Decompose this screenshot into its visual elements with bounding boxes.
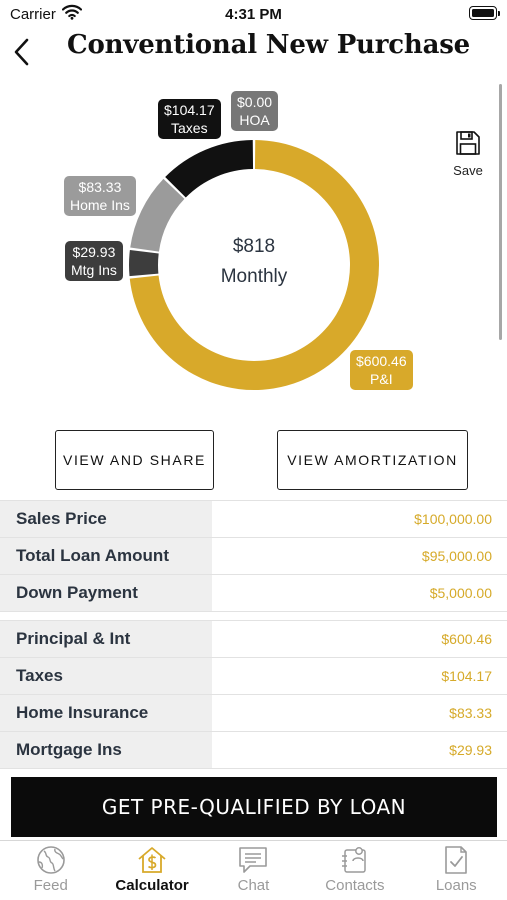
clock: 4:31 PM [225, 6, 282, 23]
row-label: Taxes [0, 658, 212, 694]
tab-contacts[interactable]: Contacts [304, 841, 405, 900]
tab-loans[interactable]: Loans [406, 841, 507, 900]
callout-amount: $83.33 [78, 179, 122, 195]
row-value: $104.17 [441, 668, 492, 684]
row-value: $95,000.00 [421, 548, 492, 564]
payment-summary-table: Principal & Int $600.46 Taxes $104.17 Ho… [0, 620, 507, 769]
tab-label: Calculator [115, 877, 189, 894]
callout-amount: $0.00 [237, 94, 273, 110]
floppy-disk-icon [456, 131, 480, 155]
taxes-callout: $104.17 Taxes [158, 99, 221, 139]
row-label: Mortgage Ins [0, 732, 212, 768]
tab-bar: Feed Calculator Chat Contacts [0, 840, 507, 900]
row-label: Principal & Int [0, 621, 212, 657]
battery-icon [469, 6, 500, 20]
row-value: $83.33 [449, 705, 492, 721]
tab-label: Chat [237, 877, 270, 894]
wifi-icon [61, 4, 83, 25]
table-row: Sales Price $100,000.00 [0, 501, 507, 538]
contacts-icon [341, 847, 366, 873]
row-label: Down Payment [0, 575, 212, 611]
tab-calculator[interactable]: Calculator [101, 841, 202, 900]
table-row: Total Loan Amount $95,000.00 [0, 538, 507, 575]
tab-feed[interactable]: Feed [0, 841, 101, 900]
view-amortization-button[interactable]: VIEW AMORTIZATION [277, 430, 468, 490]
row-value: $5,000.00 [429, 585, 492, 601]
mtg-ins-callout: $29.93 Mtg Ins [65, 241, 123, 281]
row-label: Total Loan Amount [0, 538, 212, 574]
hoa-callout: $0.00 HOA [231, 91, 279, 131]
house-dollar-icon [138, 847, 166, 873]
callout-name: Taxes [171, 120, 208, 136]
callout-name: Mtg Ins [71, 262, 117, 278]
table-row: Principal & Int $600.46 [0, 621, 507, 658]
chevron-left-icon [14, 38, 29, 66]
callout-name: Home Ins [70, 197, 130, 213]
page-title: Conventional New Purchase [66, 30, 471, 60]
callout-amount: $600.46 [356, 353, 407, 369]
row-value: $29.93 [449, 742, 492, 758]
globe-icon [36, 846, 65, 874]
center-amount: $818 [233, 236, 275, 257]
tab-label: Loans [435, 877, 477, 894]
view-and-share-button[interactable]: VIEW AND SHARE [55, 430, 214, 490]
donut-slice-mtg-ins [129, 249, 159, 277]
tab-chat[interactable]: Chat [203, 841, 304, 900]
tab-label: Feed [33, 877, 68, 894]
status-bar: Carrier 4:31 PM [0, 0, 507, 30]
row-label: Home Insurance [0, 695, 212, 731]
save-label: Save [453, 163, 483, 178]
table-row: Down Payment $5,000.00 [0, 575, 507, 612]
save-button[interactable]: Save [446, 130, 490, 182]
scroll-indicator[interactable] [499, 84, 502, 340]
table-row: Taxes $104.17 [0, 658, 507, 695]
row-value: $600.46 [441, 631, 492, 647]
callout-name: P&I [370, 371, 393, 387]
donut-slice-home-ins [130, 178, 185, 252]
loan-summary-table: Sales Price $100,000.00 Total Loan Amoun… [0, 500, 507, 612]
carrier-label: Carrier [10, 6, 56, 23]
donut-slice-taxes [165, 140, 254, 198]
back-button[interactable] [8, 34, 38, 70]
document-check-icon [445, 846, 468, 874]
pi-callout: $600.46 P&I [350, 350, 413, 390]
center-caption: Monthly [221, 266, 288, 287]
row-label: Sales Price [0, 501, 212, 537]
chat-bubble-icon [239, 847, 268, 873]
callout-name: HOA [239, 112, 270, 128]
home-ins-callout: $83.33 Home Ins [64, 176, 136, 216]
row-value: $100,000.00 [414, 511, 492, 527]
callout-amount: $104.17 [164, 102, 215, 118]
payment-donut-chart: $818 Monthly [129, 140, 380, 390]
callout-amount: $29.93 [72, 244, 116, 260]
tab-label: Contacts [325, 877, 385, 894]
table-row: Mortgage Ins $29.93 [0, 732, 507, 769]
table-row: Home Insurance $83.33 [0, 695, 507, 732]
get-pre-qualified-button[interactable]: GET PRE-QUALIFIED BY LOAN [11, 777, 497, 837]
